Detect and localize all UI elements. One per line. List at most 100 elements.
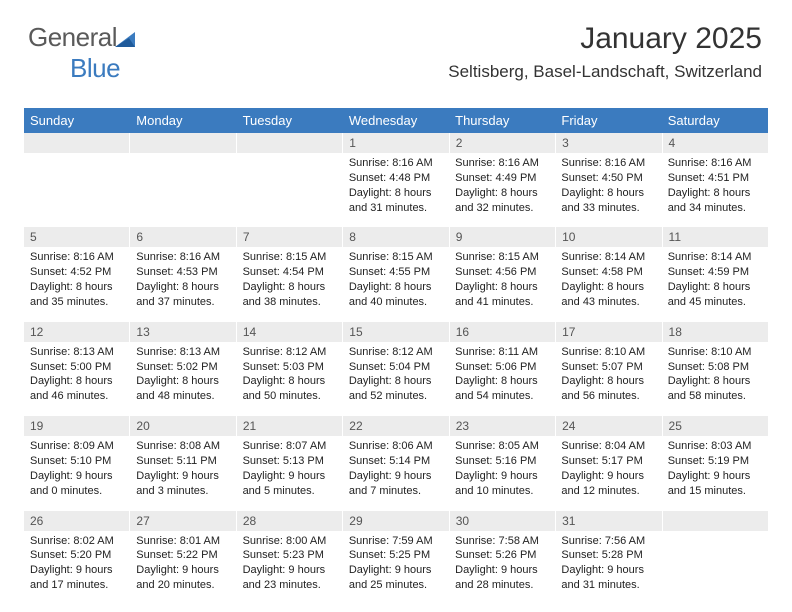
sunrise-text: Sunrise: 8:16 AM [30,250,124,265]
weekday-header: Wednesday [343,108,449,133]
sunset-text: Sunset: 4:59 PM [668,265,762,280]
sunrise-text: Sunrise: 8:15 AM [243,250,337,265]
sunset-text: Sunset: 5:16 PM [455,454,549,469]
day-number: 17 [556,322,662,342]
weekday-header-row: Sunday Monday Tuesday Wednesday Thursday… [24,108,768,133]
sunset-text: Sunset: 5:08 PM [668,360,762,375]
weekday-header: Sunday [24,108,130,133]
day-cell [662,531,768,603]
sunrise-text: Sunrise: 8:07 AM [243,439,337,454]
sunset-text: Sunset: 4:58 PM [561,265,655,280]
daylight-text: Daylight: 8 hours and 41 minutes. [455,280,549,310]
day-number: 8 [343,227,449,247]
sunset-text: Sunset: 4:53 PM [136,265,230,280]
day-number: 5 [24,227,130,247]
day-cell: Sunrise: 8:01 AMSunset: 5:22 PMDaylight:… [130,531,236,603]
sunset-text: Sunset: 5:20 PM [30,548,124,563]
sunset-text: Sunset: 5:10 PM [30,454,124,469]
sunrise-text: Sunrise: 8:12 AM [349,345,443,360]
daylight-text: Daylight: 9 hours and 23 minutes. [243,563,337,593]
day-cell [237,153,343,225]
sunset-text: Sunset: 5:03 PM [243,360,337,375]
day-cell: Sunrise: 8:16 AMSunset: 4:50 PMDaylight:… [555,153,661,225]
month-title: January 2025 [448,22,762,56]
day-cell: Sunrise: 8:00 AMSunset: 5:23 PMDaylight:… [237,531,343,603]
day-cell: Sunrise: 8:14 AMSunset: 4:58 PMDaylight:… [555,247,661,319]
sunset-text: Sunset: 4:56 PM [455,265,549,280]
daylight-text: Daylight: 9 hours and 28 minutes. [455,563,549,593]
daylight-text: Daylight: 9 hours and 17 minutes. [30,563,124,593]
sunrise-text: Sunrise: 8:08 AM [136,439,230,454]
sunrise-text: Sunrise: 7:56 AM [561,534,655,549]
daylight-text: Daylight: 9 hours and 10 minutes. [455,469,549,499]
day-number [130,133,236,153]
day-number: 4 [663,133,768,153]
day-number: 15 [343,322,449,342]
day-data-row: Sunrise: 8:02 AMSunset: 5:20 PMDaylight:… [24,531,768,603]
weekday-header: Thursday [449,108,555,133]
sunset-text: Sunset: 5:06 PM [455,360,549,375]
sunrise-text: Sunrise: 8:09 AM [30,439,124,454]
sunrise-text: Sunrise: 8:16 AM [668,156,762,171]
day-number: 24 [556,416,662,436]
day-cell: Sunrise: 8:03 AMSunset: 5:19 PMDaylight:… [662,436,768,508]
day-cell: Sunrise: 8:12 AMSunset: 5:03 PMDaylight:… [237,342,343,414]
daylight-text: Daylight: 8 hours and 40 minutes. [349,280,443,310]
day-cell [130,153,236,225]
day-cell: Sunrise: 8:10 AMSunset: 5:08 PMDaylight:… [662,342,768,414]
day-number: 21 [237,416,343,436]
daylight-text: Daylight: 9 hours and 0 minutes. [30,469,124,499]
sunrise-text: Sunrise: 8:15 AM [349,250,443,265]
sunrise-text: Sunrise: 8:14 AM [668,250,762,265]
day-number-row: 1234 [24,133,768,153]
sunset-text: Sunset: 5:28 PM [561,548,655,563]
sunrise-text: Sunrise: 8:16 AM [136,250,230,265]
sunset-text: Sunset: 5:19 PM [668,454,762,469]
day-number: 11 [663,227,768,247]
daylight-text: Daylight: 8 hours and 31 minutes. [349,186,443,216]
daylight-text: Daylight: 9 hours and 31 minutes. [561,563,655,593]
day-number: 6 [130,227,236,247]
day-cell: Sunrise: 8:13 AMSunset: 5:02 PMDaylight:… [130,342,236,414]
sunset-text: Sunset: 5:11 PM [136,454,230,469]
sunrise-text: Sunrise: 8:01 AM [136,534,230,549]
day-number: 26 [24,511,130,531]
day-number [237,133,343,153]
sunrise-text: Sunrise: 8:03 AM [668,439,762,454]
daylight-text: Daylight: 8 hours and 58 minutes. [668,374,762,404]
day-cell: Sunrise: 8:16 AMSunset: 4:49 PMDaylight:… [449,153,555,225]
sunrise-text: Sunrise: 8:00 AM [243,534,337,549]
day-cell: Sunrise: 8:15 AMSunset: 4:54 PMDaylight:… [237,247,343,319]
day-number-row: 12131415161718 [24,322,768,342]
day-number: 29 [343,511,449,531]
day-number: 14 [237,322,343,342]
weekday-header: Saturday [662,108,768,133]
day-cell: Sunrise: 8:04 AMSunset: 5:17 PMDaylight:… [555,436,661,508]
sunset-text: Sunset: 5:25 PM [349,548,443,563]
daylight-text: Daylight: 8 hours and 46 minutes. [30,374,124,404]
day-cell: Sunrise: 7:58 AMSunset: 5:26 PMDaylight:… [449,531,555,603]
brand-word1: General [28,22,117,52]
brand-logo: General Blue [28,22,137,84]
sunset-text: Sunset: 5:26 PM [455,548,549,563]
weekday-header: Friday [555,108,661,133]
sunset-text: Sunset: 4:48 PM [349,171,443,186]
sunrise-text: Sunrise: 7:59 AM [349,534,443,549]
weekday-header: Tuesday [237,108,343,133]
day-number: 7 [237,227,343,247]
day-number: 13 [130,322,236,342]
daylight-text: Daylight: 8 hours and 37 minutes. [136,280,230,310]
sunrise-text: Sunrise: 8:12 AM [243,345,337,360]
sunrise-text: Sunrise: 8:06 AM [349,439,443,454]
day-number: 16 [450,322,556,342]
weekday-header: Monday [130,108,236,133]
daylight-text: Daylight: 8 hours and 50 minutes. [243,374,337,404]
sunset-text: Sunset: 4:52 PM [30,265,124,280]
day-number: 20 [130,416,236,436]
daylight-text: Daylight: 8 hours and 45 minutes. [668,280,762,310]
day-number: 19 [24,416,130,436]
day-number: 25 [663,416,768,436]
day-data-row: Sunrise: 8:16 AM Sunset: 4:48 PMDaylight:… [24,153,768,225]
day-number: 30 [450,511,556,531]
sunrise-text: Sunrise: 8:04 AM [561,439,655,454]
